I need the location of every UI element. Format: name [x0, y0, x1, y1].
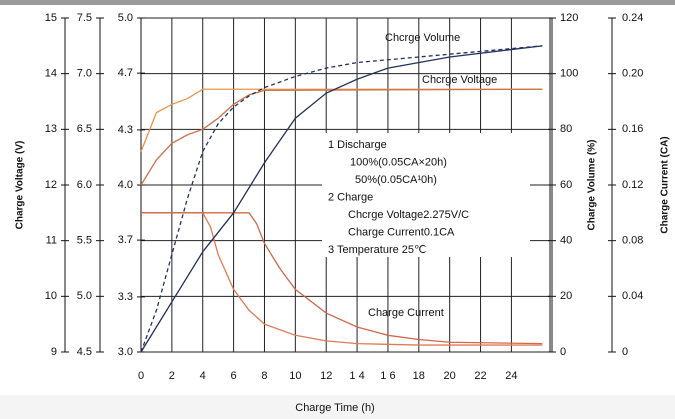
series-line	[140, 45, 543, 353]
x-tick-label: 12	[320, 370, 332, 382]
y-tick-label: 120	[560, 12, 578, 24]
x-tick-label: 1 4	[349, 370, 364, 382]
x-tick-label: 1 6	[380, 370, 395, 382]
x-tick-label: 0	[138, 370, 144, 382]
note-text: Charge Current0.1CA	[348, 226, 455, 238]
y3-axis-label: Charge Current (CA)	[660, 136, 671, 233]
note-text: 1 Discharge	[328, 139, 387, 151]
y-tick-label: 0	[560, 346, 566, 358]
x-tick-label: 8	[261, 370, 267, 382]
y-tick-label: 4.3	[118, 124, 133, 136]
x-tick-label: 20	[444, 370, 456, 382]
series-line	[140, 88, 543, 186]
y-tick-label: 0.12	[622, 179, 643, 191]
y-tick-label: 60	[560, 179, 572, 191]
y-tick-label: 3.3	[118, 291, 133, 303]
y-axis-label: Charge Voltage (V)	[15, 141, 26, 230]
annotation: Chcrge Volume	[385, 32, 460, 44]
y-tick-label: 7.5	[77, 12, 92, 24]
x-tick-label: 2	[169, 370, 175, 382]
series-line	[140, 88, 543, 152]
note-text: Chcrge Voltage2.275V/C	[348, 209, 469, 221]
y-tick-label: 0.04	[622, 290, 643, 302]
y-tick-label: 12	[45, 179, 57, 191]
y-tick-label: 13	[45, 123, 57, 135]
y-tick-label: 5.0	[118, 12, 133, 24]
y-tick-label: 6.5	[77, 123, 92, 135]
y-tick-label: 20	[560, 290, 572, 302]
bottom-band	[0, 395, 675, 419]
y-tick-label: 3.7	[118, 234, 133, 246]
y-tick-label: 9	[51, 346, 57, 358]
x-axis-label: Charge Time (h)	[295, 402, 374, 414]
y-tick-label: 3.0	[118, 346, 133, 358]
series-line	[141, 212, 543, 346]
y-tick-label: 4.0	[118, 179, 133, 191]
y-tick-label: 5.0	[77, 290, 92, 302]
y-tick-label: 0.20	[622, 68, 643, 80]
note-text: 3 Temperature 25℃	[328, 244, 426, 256]
y-tick-label: 0.16	[622, 123, 643, 135]
annotation: Charge Current	[368, 307, 444, 319]
x-tick-label: 22	[474, 370, 486, 382]
x-tick-label: 4	[200, 370, 206, 382]
y-tick-label: 100	[560, 68, 578, 80]
note-text: 100%(0.05CA×20h)	[350, 156, 447, 168]
y-tick-label: 4.7	[118, 67, 133, 79]
y-tick-label: 14	[45, 68, 57, 80]
x-tick-label: 10	[289, 370, 301, 382]
y-tick-label: 11	[46, 235, 57, 247]
y-tick-label: 0.08	[622, 235, 643, 247]
top-bar	[0, 0, 675, 5]
y-tick-label: 40	[560, 235, 572, 247]
y-tick-label: 0.24	[622, 12, 643, 24]
y-tick-label: 80	[560, 123, 572, 135]
y2-axis-label: Charge Volume (%)	[587, 140, 598, 231]
series-line	[141, 212, 543, 345]
y-tick-label: 0	[622, 346, 628, 358]
note-box	[322, 133, 530, 257]
x-tick-label: 24	[505, 370, 517, 382]
y-tick-label: 5.5	[77, 235, 92, 247]
note-text: 2 Charge	[328, 191, 373, 203]
x-tick-label: 18	[413, 370, 425, 382]
y-tick-label: 7.0	[77, 68, 92, 80]
y-tick-label: 10	[45, 290, 57, 302]
annotation: Chcrge Voltage	[422, 74, 497, 86]
x-tick-label: 6	[231, 370, 237, 382]
y-tick-label: 4.5	[77, 346, 92, 358]
series-line	[140, 45, 543, 353]
y-tick-label: 15	[45, 12, 57, 24]
note-text: 50%(0.05CA¹0h)	[355, 174, 437, 186]
y-tick-label: 6.0	[77, 179, 92, 191]
